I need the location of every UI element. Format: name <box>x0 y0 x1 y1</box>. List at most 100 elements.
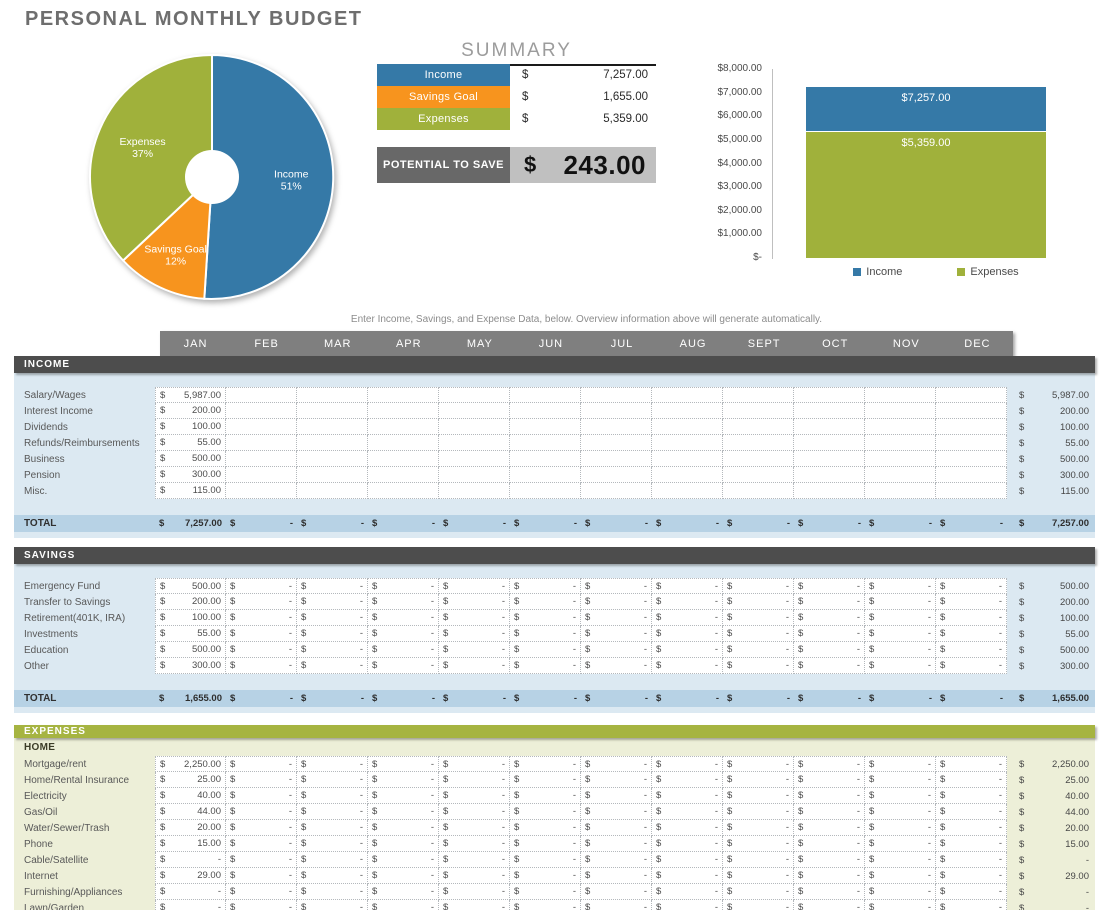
cell-income-salary-wages-jun[interactable] <box>510 387 581 403</box>
cell-income-business-jul[interactable] <box>581 451 652 467</box>
cell-expenses-mortgage-rent-may[interactable]: $ - <box>439 756 510 772</box>
cell-expenses-lawn-garden-dec[interactable]: $ - <box>936 900 1007 910</box>
cell-expenses-water-sewer-trash-feb[interactable]: $ - <box>226 820 297 836</box>
cell-savings-transfer-to-savings-jan[interactable]: $200.00 <box>155 594 226 610</box>
cell-savings-retirement-401k-ira-jun[interactable]: $ - <box>510 610 581 626</box>
cell-expenses-gas-oil-feb[interactable]: $ - <box>226 804 297 820</box>
cell-expenses-water-sewer-trash-oct[interactable]: $ - <box>794 820 865 836</box>
cell-income-interest-income-aug[interactable] <box>652 403 723 419</box>
cell-income-business-jan[interactable]: $500.00 <box>155 451 226 467</box>
cell-expenses-mortgage-rent-jun[interactable]: $ - <box>510 756 581 772</box>
cell-savings-investments-jul[interactable]: $ - <box>581 626 652 642</box>
cell-savings-transfer-to-savings-nov[interactable]: $ - <box>865 594 936 610</box>
cell-income-misc-mar[interactable] <box>297 483 368 499</box>
cell-expenses-home-rental-insurance-may[interactable]: $ - <box>439 772 510 788</box>
cell-savings-emergency-fund-feb[interactable]: $ - <box>226 578 297 594</box>
cell-income-interest-income-may[interactable] <box>439 403 510 419</box>
cell-income-misc-jun[interactable] <box>510 483 581 499</box>
cell-expenses-mortgage-rent-mar[interactable]: $ - <box>297 756 368 772</box>
cell-income-pension-nov[interactable] <box>865 467 936 483</box>
cell-income-dividends-apr[interactable] <box>368 419 439 435</box>
cell-savings-retirement-401k-ira-feb[interactable]: $ - <box>226 610 297 626</box>
cell-income-pension-aug[interactable] <box>652 467 723 483</box>
cell-savings-investments-dec[interactable]: $ - <box>936 626 1007 642</box>
cell-expenses-gas-oil-mar[interactable]: $ - <box>297 804 368 820</box>
cell-expenses-gas-oil-jan[interactable]: $44.00 <box>155 804 226 820</box>
cell-savings-education-may[interactable]: $ - <box>439 642 510 658</box>
cell-expenses-cable-satellite-jun[interactable]: $ - <box>510 852 581 868</box>
cell-savings-retirement-401k-ira-nov[interactable]: $ - <box>865 610 936 626</box>
cell-expenses-home-rental-insurance-nov[interactable]: $ - <box>865 772 936 788</box>
cell-expenses-internet-jan[interactable]: $29.00 <box>155 868 226 884</box>
cell-expenses-electricity-may[interactable]: $ - <box>439 788 510 804</box>
cell-savings-education-mar[interactable]: $ - <box>297 642 368 658</box>
cell-savings-emergency-fund-apr[interactable]: $ - <box>368 578 439 594</box>
cell-expenses-lawn-garden-may[interactable]: $ - <box>439 900 510 910</box>
cell-savings-investments-may[interactable]: $ - <box>439 626 510 642</box>
cell-income-misc-jul[interactable] <box>581 483 652 499</box>
cell-expenses-furnishing-appliances-apr[interactable]: $ - <box>368 884 439 900</box>
cell-expenses-cable-satellite-may[interactable]: $ - <box>439 852 510 868</box>
cell-income-misc-apr[interactable] <box>368 483 439 499</box>
cell-income-salary-wages-apr[interactable] <box>368 387 439 403</box>
cell-expenses-water-sewer-trash-apr[interactable]: $ - <box>368 820 439 836</box>
cell-income-interest-income-mar[interactable] <box>297 403 368 419</box>
cell-savings-retirement-401k-ira-aug[interactable]: $ - <box>652 610 723 626</box>
cell-expenses-furnishing-appliances-feb[interactable]: $ - <box>226 884 297 900</box>
cell-savings-investments-mar[interactable]: $ - <box>297 626 368 642</box>
cell-income-dividends-jun[interactable] <box>510 419 581 435</box>
cell-income-business-apr[interactable] <box>368 451 439 467</box>
cell-savings-education-jul[interactable]: $ - <box>581 642 652 658</box>
cell-expenses-internet-may[interactable]: $ - <box>439 868 510 884</box>
cell-expenses-phone-mar[interactable]: $ - <box>297 836 368 852</box>
cell-income-misc-dec[interactable] <box>936 483 1007 499</box>
cell-expenses-phone-dec[interactable]: $ - <box>936 836 1007 852</box>
cell-expenses-water-sewer-trash-sept[interactable]: $ - <box>723 820 794 836</box>
cell-income-dividends-feb[interactable] <box>226 419 297 435</box>
cell-income-dividends-mar[interactable] <box>297 419 368 435</box>
cell-income-dividends-oct[interactable] <box>794 419 865 435</box>
cell-expenses-home-rental-insurance-oct[interactable]: $ - <box>794 772 865 788</box>
cell-expenses-gas-oil-apr[interactable]: $ - <box>368 804 439 820</box>
cell-savings-education-jun[interactable]: $ - <box>510 642 581 658</box>
cell-expenses-mortgage-rent-sept[interactable]: $ - <box>723 756 794 772</box>
cell-expenses-cable-satellite-jan[interactable]: $ - <box>155 852 226 868</box>
cell-income-interest-income-jul[interactable] <box>581 403 652 419</box>
cell-income-dividends-dec[interactable] <box>936 419 1007 435</box>
cell-income-misc-may[interactable] <box>439 483 510 499</box>
cell-expenses-furnishing-appliances-dec[interactable]: $ - <box>936 884 1007 900</box>
cell-expenses-cable-satellite-apr[interactable]: $ - <box>368 852 439 868</box>
cell-income-dividends-may[interactable] <box>439 419 510 435</box>
cell-expenses-electricity-nov[interactable]: $ - <box>865 788 936 804</box>
cell-expenses-phone-jul[interactable]: $ - <box>581 836 652 852</box>
cell-income-pension-apr[interactable] <box>368 467 439 483</box>
cell-savings-education-oct[interactable]: $ - <box>794 642 865 658</box>
cell-income-salary-wages-aug[interactable] <box>652 387 723 403</box>
cell-income-salary-wages-oct[interactable] <box>794 387 865 403</box>
cell-expenses-mortgage-rent-feb[interactable]: $ - <box>226 756 297 772</box>
cell-expenses-cable-satellite-mar[interactable]: $ - <box>297 852 368 868</box>
cell-expenses-electricity-aug[interactable]: $ - <box>652 788 723 804</box>
cell-expenses-mortgage-rent-nov[interactable]: $ - <box>865 756 936 772</box>
cell-expenses-gas-oil-dec[interactable]: $ - <box>936 804 1007 820</box>
cell-income-salary-wages-sept[interactable] <box>723 387 794 403</box>
cell-income-pension-jul[interactable] <box>581 467 652 483</box>
cell-savings-other-nov[interactable]: $ - <box>865 658 936 674</box>
cell-expenses-phone-jun[interactable]: $ - <box>510 836 581 852</box>
cell-income-interest-income-jan[interactable]: $200.00 <box>155 403 226 419</box>
cell-expenses-furnishing-appliances-sept[interactable]: $ - <box>723 884 794 900</box>
cell-income-refunds-reimbursements-sept[interactable] <box>723 435 794 451</box>
cell-savings-emergency-fund-aug[interactable]: $ - <box>652 578 723 594</box>
cell-income-misc-sept[interactable] <box>723 483 794 499</box>
cell-expenses-phone-jan[interactable]: $15.00 <box>155 836 226 852</box>
cell-savings-investments-jan[interactable]: $55.00 <box>155 626 226 642</box>
cell-income-business-may[interactable] <box>439 451 510 467</box>
cell-expenses-internet-feb[interactable]: $ - <box>226 868 297 884</box>
cell-expenses-cable-satellite-dec[interactable]: $ - <box>936 852 1007 868</box>
cell-income-dividends-jul[interactable] <box>581 419 652 435</box>
cell-expenses-mortgage-rent-apr[interactable]: $ - <box>368 756 439 772</box>
cell-expenses-cable-satellite-aug[interactable]: $ - <box>652 852 723 868</box>
cell-expenses-furnishing-appliances-jun[interactable]: $ - <box>510 884 581 900</box>
cell-income-business-dec[interactable] <box>936 451 1007 467</box>
cell-expenses-home-rental-insurance-jul[interactable]: $ - <box>581 772 652 788</box>
